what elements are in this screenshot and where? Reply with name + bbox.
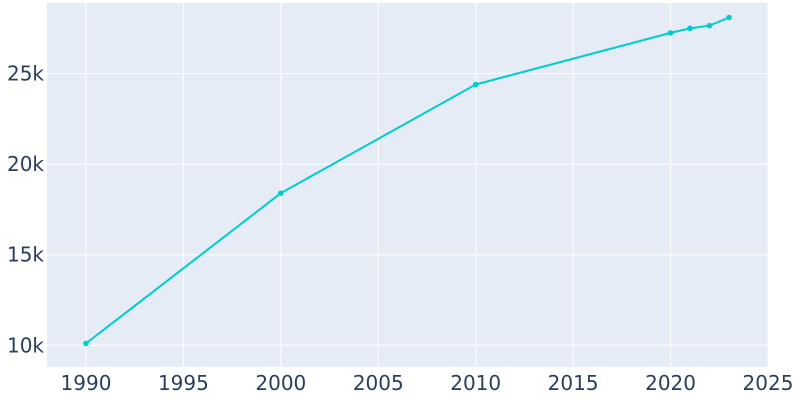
gridlines	[47, 3, 769, 367]
series-layer	[83, 14, 732, 347]
x-tick-label: 2010	[450, 371, 501, 395]
plot-area	[47, 3, 768, 367]
data-point	[706, 22, 713, 29]
data-point	[687, 25, 693, 32]
x-tick-label: 2025	[743, 371, 794, 395]
x-tick-label: 2005	[353, 371, 404, 395]
data-point	[726, 14, 732, 21]
y-tick-label: 15k	[7, 243, 44, 267]
y-tick-label: 20k	[7, 152, 44, 176]
data-point	[667, 30, 674, 36]
x-tick-label: 2015	[548, 371, 599, 395]
x-tick-label: 2020	[645, 371, 696, 395]
y-axis-tick-labels: 10k 15k 20k 25k	[7, 62, 44, 358]
x-axis-tick-labels: 1990 1995 2000 2005 2010 2015 2020 2025	[61, 371, 794, 395]
x-tick-label: 1990	[61, 371, 112, 395]
data-point	[278, 190, 284, 196]
x-tick-label: 1995	[158, 371, 209, 395]
x-tick-label: 2000	[255, 371, 306, 395]
y-tick-label: 25k	[7, 62, 44, 86]
data-point	[472, 81, 479, 88]
data-point	[83, 340, 89, 347]
y-tick-label: 10k	[7, 333, 44, 357]
